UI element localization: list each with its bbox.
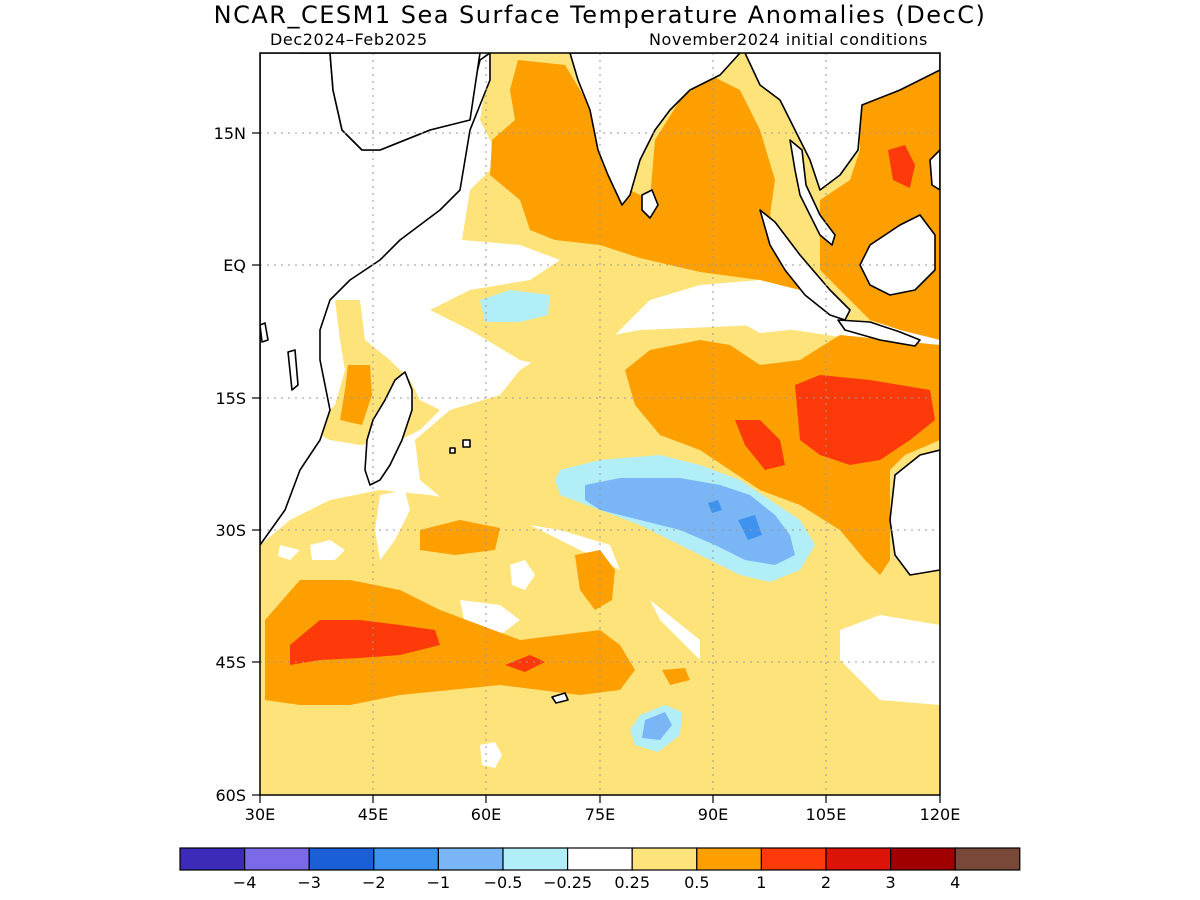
- y-tick-labels: 15N EQ 15S 30S 45S 60S: [214, 124, 246, 805]
- colorbar-swatch: [889, 847, 956, 871]
- anomaly-fill-1: [290, 145, 935, 672]
- colorbar-swatch: [825, 847, 892, 871]
- y-tick-label: 60S: [215, 786, 246, 805]
- map-area: [260, 53, 940, 795]
- x-tick-label: 60E: [471, 805, 501, 824]
- y-tick-label: 30S: [215, 521, 246, 540]
- colorbar-label: −2: [362, 873, 386, 892]
- anomaly-fill-minus1: [708, 500, 762, 540]
- colorbar-swatch: [631, 847, 698, 871]
- colorbar-label: 2: [821, 873, 831, 892]
- colorbar-swatch: [179, 847, 246, 871]
- colorbar-label: −3: [297, 873, 321, 892]
- colorbar: −4 −3 −2 −1 −0.5 −0.25 0.25 0.5 1 2 3 4: [179, 847, 1021, 892]
- colorbar-swatch: [308, 847, 375, 871]
- y-tick-label: 45S: [215, 653, 246, 672]
- anomaly-fill-minus0p5: [585, 478, 795, 740]
- colorbar-swatch: [760, 847, 827, 871]
- colorbar-label: 4: [950, 873, 960, 892]
- map-subtitle-init: November2024 initial conditions: [649, 30, 928, 49]
- axis-ticks: [252, 132, 941, 803]
- colorbar-label: 0.25: [614, 873, 650, 892]
- x-tick-label: 120E: [920, 805, 961, 824]
- colorbar-swatch: [373, 847, 439, 871]
- map-title: NCAR_CESM1 Sea Surface Temperature Anoma…: [214, 1, 987, 29]
- y-tick-label: 15N: [214, 124, 246, 143]
- y-tick-label: EQ: [223, 256, 246, 275]
- x-tick-label: 75E: [585, 805, 615, 824]
- colorbar-label: −0.5: [484, 873, 523, 892]
- x-tick-labels: 30E 45E 60E 75E 90E 105E 120E: [245, 805, 961, 824]
- x-tick-label: 90E: [698, 805, 728, 824]
- x-tick-label: 45E: [358, 805, 388, 824]
- y-tick-label: 15S: [215, 389, 246, 408]
- x-tick-label: 30E: [245, 805, 275, 824]
- colorbar-label: 0.5: [684, 873, 709, 892]
- grid: [260, 53, 940, 795]
- colorbar-swatch: [502, 847, 569, 871]
- colorbar-swatch: [566, 847, 633, 871]
- colorbar-swatch: [954, 847, 1021, 871]
- land: [260, 53, 940, 704]
- colorbar-label: −0.25: [543, 873, 592, 892]
- x-tick-label: 105E: [806, 805, 847, 824]
- colorbar-label: 3: [886, 873, 896, 892]
- colorbar-label: −4: [233, 873, 257, 892]
- map-subtitle-period: Dec2024–Feb2025: [270, 30, 428, 49]
- colorbar-label: −1: [427, 873, 451, 892]
- colorbar-swatch: [244, 847, 310, 871]
- colorbar-swatch: [696, 847, 762, 871]
- colorbar-swatch: [437, 847, 504, 871]
- colorbar-label: 1: [756, 873, 766, 892]
